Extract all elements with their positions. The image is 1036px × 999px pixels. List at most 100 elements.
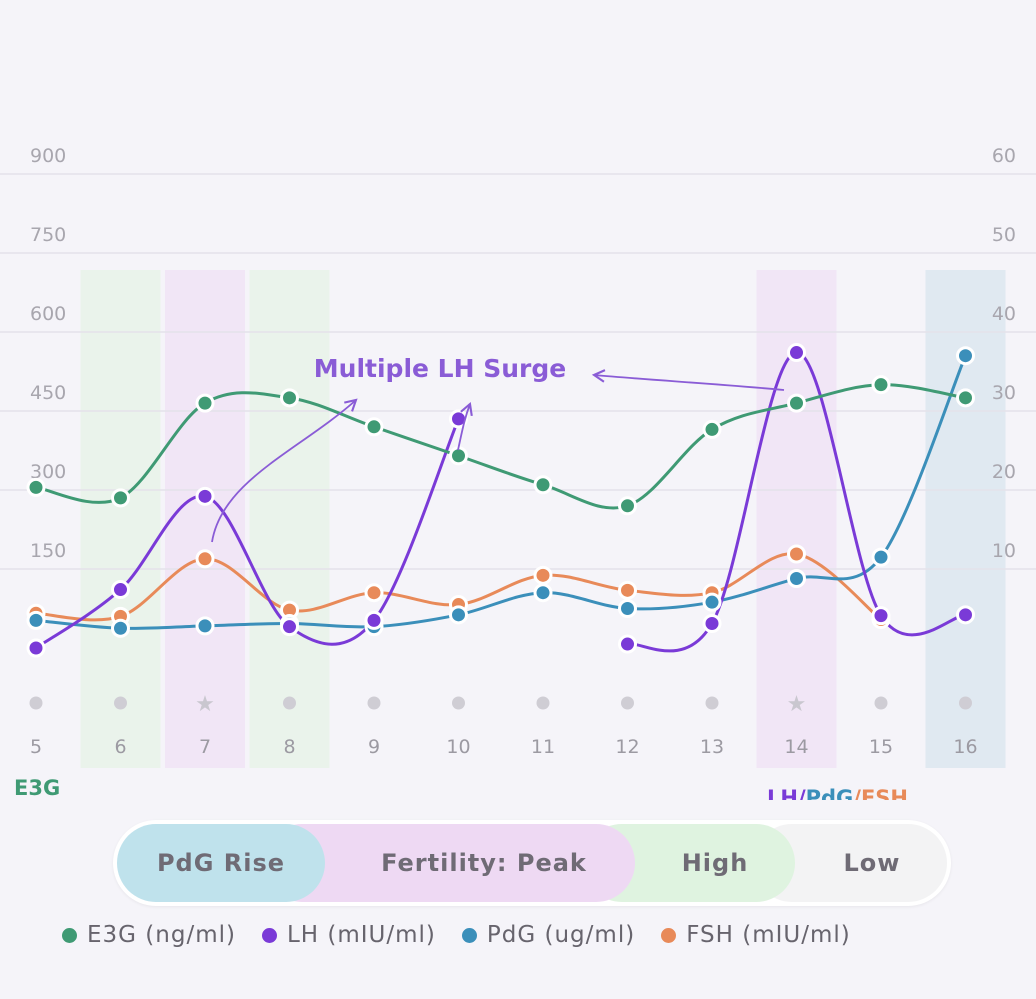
phase-legend: PdG Rise Fertility: Peak High Low bbox=[113, 820, 951, 906]
x-tick-label-day-9: 9 bbox=[368, 736, 380, 758]
point-pdg-day-14[interactable] bbox=[787, 568, 806, 588]
point-pdg-day-11[interactable] bbox=[533, 583, 553, 603]
x-tick-label-day-14: 14 bbox=[784, 736, 808, 758]
right-tick-label: 50 bbox=[992, 224, 1016, 246]
point-e3g-day-7[interactable] bbox=[195, 393, 215, 413]
day-marker-dot bbox=[114, 696, 127, 710]
chart-canvas: 900 750 600 450 300 150 60 50 40 30 20 10 ★ ★ 5 6 7 8 9 1… bbox=[0, 145, 1036, 810]
x-tick-label-day-7: 7 bbox=[199, 736, 211, 758]
right-axis-label-sep1: / bbox=[798, 786, 806, 800]
left-tick-label: 450 bbox=[30, 382, 66, 404]
point-pdg-day-15[interactable] bbox=[871, 547, 891, 567]
annotation-multiple-lh-surge: Multiple LH Surge bbox=[314, 354, 566, 383]
point-e3g-day-16[interactable] bbox=[956, 388, 975, 408]
point-e3g-day-11[interactable] bbox=[533, 475, 553, 495]
annotation-arrow-day7 bbox=[211, 398, 358, 543]
day-marker-dot bbox=[874, 696, 888, 710]
day-marker-dot bbox=[29, 696, 43, 710]
day-marker-star-icon: ★ bbox=[787, 692, 807, 717]
x-tick-label-day-11: 11 bbox=[531, 736, 555, 758]
x-tick-label-day-5: 5 bbox=[30, 736, 42, 758]
legend-label-pdg: PdG (ug/ml) bbox=[486, 922, 636, 948]
left-tick-label: 750 bbox=[30, 224, 66, 246]
legend-dot-fsh bbox=[661, 927, 677, 943]
day-marker-dot bbox=[283, 696, 296, 710]
right-tick-label: 10 bbox=[992, 540, 1016, 562]
legend-label-fsh: FSH (mIU/ml) bbox=[686, 922, 851, 948]
left-tick-label: 150 bbox=[30, 540, 66, 562]
point-lh-day-12[interactable] bbox=[618, 634, 637, 654]
point-lh-day-16[interactable] bbox=[956, 605, 975, 625]
left-tick-label: 600 bbox=[30, 303, 66, 325]
x-tick-label-day-13: 13 bbox=[700, 736, 724, 758]
legend-item-e3g: E3G (ng/ml) bbox=[62, 922, 236, 948]
point-e3g-day-15[interactable] bbox=[871, 375, 891, 395]
phase-pill-fertility-peak: Fertility: Peak bbox=[263, 824, 635, 902]
point-pdg-day-13[interactable] bbox=[702, 592, 722, 612]
point-lh-day-13[interactable] bbox=[702, 614, 722, 634]
right-tick-label: 30 bbox=[992, 382, 1016, 404]
x-tick-label-day-10: 10 bbox=[446, 736, 470, 758]
x-tick-label-day-6: 6 bbox=[114, 736, 126, 758]
point-lh-day-14[interactable] bbox=[787, 343, 806, 363]
point-lh-day-9[interactable] bbox=[364, 610, 384, 630]
legend-dot-lh bbox=[261, 927, 277, 943]
right-axis-label-fsh: FSH bbox=[861, 786, 908, 800]
legend-item-pdg: PdG (ug/ml) bbox=[461, 922, 636, 948]
day-marker-dot bbox=[705, 696, 719, 710]
point-lh-day-8[interactable] bbox=[280, 617, 299, 637]
phase-band-day-7 bbox=[165, 270, 245, 768]
annotation-arrow-day10 bbox=[457, 401, 473, 451]
phase-band-day-16 bbox=[925, 270, 1006, 768]
day-marker-dot bbox=[536, 696, 550, 710]
right-axis-label: LH/PdG/FSH bbox=[767, 786, 908, 800]
x-tick-label-day-16: 16 bbox=[953, 736, 977, 758]
phase-pill-pdg-rise: PdG Rise bbox=[117, 824, 325, 902]
legend-item-lh: LH (mIU/ml) bbox=[261, 922, 436, 948]
point-fsh-day-12[interactable] bbox=[618, 580, 637, 600]
point-e3g-day-12[interactable] bbox=[618, 496, 637, 516]
point-e3g-day-13[interactable] bbox=[702, 419, 722, 439]
left-tick-label: 900 bbox=[30, 145, 66, 167]
legend-item-fsh: FSH (mIU/ml) bbox=[661, 922, 851, 948]
point-fsh-day-14[interactable] bbox=[787, 544, 806, 564]
point-fsh-day-9[interactable] bbox=[364, 583, 384, 603]
x-tick-label-day-12: 12 bbox=[615, 736, 639, 758]
point-pdg-day-5[interactable] bbox=[26, 610, 46, 630]
phase-band-day-6 bbox=[80, 270, 161, 768]
series-legend: E3G (ng/ml) LH (mIU/ml) PdG (ug/ml) FSH … bbox=[62, 922, 1036, 948]
point-e3g-day-10[interactable] bbox=[449, 446, 468, 466]
right-tick-label: 40 bbox=[992, 303, 1016, 325]
day-marker-dot bbox=[452, 696, 465, 710]
point-pdg-day-7[interactable] bbox=[195, 616, 215, 636]
right-tick-label: 60 bbox=[992, 145, 1016, 167]
point-e3g-day-6[interactable] bbox=[111, 488, 130, 508]
point-fsh-day-7[interactable] bbox=[195, 549, 215, 569]
right-tick-label: 20 bbox=[992, 461, 1016, 483]
legend-label-e3g: E3G (ng/ml) bbox=[87, 922, 236, 948]
day-marker-dot bbox=[621, 696, 634, 710]
point-lh-day-15[interactable] bbox=[871, 606, 891, 626]
x-tick-label-day-15: 15 bbox=[869, 736, 893, 758]
point-e3g-day-8[interactable] bbox=[280, 388, 299, 408]
annotation-arrow-day14 bbox=[591, 369, 785, 391]
legend-dot-pdg bbox=[461, 927, 477, 943]
point-lh-day-7[interactable] bbox=[195, 486, 215, 506]
legend-label-lh: LH (mIU/ml) bbox=[286, 922, 436, 948]
point-e3g-day-5[interactable] bbox=[26, 477, 46, 497]
point-fsh-day-11[interactable] bbox=[533, 565, 553, 585]
point-lh-day-6[interactable] bbox=[111, 580, 130, 600]
day-marker-star-icon: ★ bbox=[195, 692, 215, 717]
point-lh-day-5[interactable] bbox=[26, 638, 46, 658]
point-pdg-day-12[interactable] bbox=[618, 599, 637, 618]
legend-dot-e3g bbox=[62, 927, 77, 943]
point-pdg-day-6[interactable] bbox=[111, 618, 130, 638]
day-marker-dot bbox=[367, 696, 381, 710]
right-axis-label-pdg: PdG bbox=[806, 786, 854, 800]
point-pdg-day-16[interactable] bbox=[956, 346, 975, 366]
right-axis-label-sep2: / bbox=[853, 786, 861, 800]
point-e3g-day-14[interactable] bbox=[787, 393, 806, 413]
point-pdg-day-10[interactable] bbox=[449, 605, 468, 625]
point-e3g-day-9[interactable] bbox=[364, 417, 384, 437]
